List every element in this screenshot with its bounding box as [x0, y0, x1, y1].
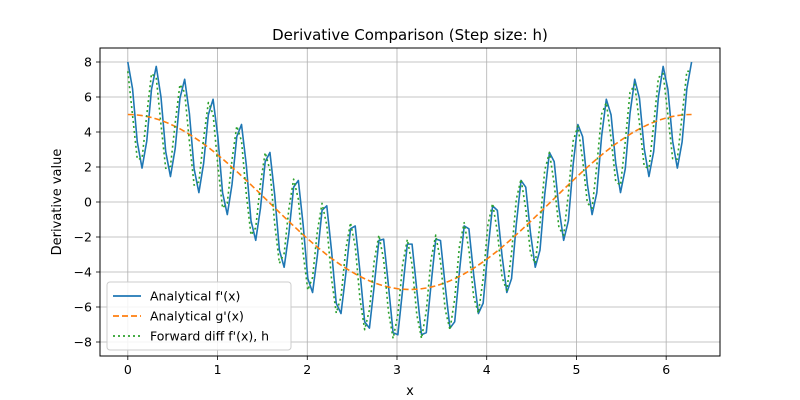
- x-tick-label: 5: [572, 362, 580, 377]
- x-tick-label: 0: [124, 362, 132, 377]
- y-tick-label: −8: [74, 335, 92, 350]
- series-group: [127, 61, 693, 340]
- y-tick-label: 6: [84, 90, 92, 105]
- x-tick-label: 3: [393, 362, 401, 377]
- y-tick-label: 0: [84, 195, 92, 210]
- y-tick-label: −6: [74, 300, 92, 315]
- x-axis-label: x: [406, 384, 414, 399]
- x-tick-label: 4: [483, 362, 491, 377]
- legend-label: Analytical g'(x): [150, 309, 244, 324]
- y-tick-label: −4: [74, 265, 92, 280]
- x-tick-label: 2: [303, 362, 311, 377]
- legend-label: Forward diff f'(x), h: [150, 329, 269, 344]
- x-tick-label: 1: [214, 362, 222, 377]
- legend: Analytical f'(x) Analytical g'(x) Forward …: [106, 281, 292, 351]
- y-tick-label: 8: [84, 55, 92, 70]
- y-tick-label: 4: [84, 125, 92, 140]
- y-tick-label: −2: [74, 230, 92, 245]
- x-tick-label: 6: [662, 362, 670, 377]
- chart-title: Derivative Comparison (Step size: h): [272, 26, 548, 44]
- legend-label: Analytical f'(x): [150, 289, 240, 304]
- series-line-3: [127, 70, 692, 340]
- y-tick-label: 2: [84, 160, 92, 175]
- y-axis-label: Derivative value: [50, 149, 65, 256]
- series-line-1: [127, 61, 693, 336]
- axis-ticks: 0 1 2 3 4 5 6 −8 −6 −4 −2 0 2 4 6 8: [74, 55, 671, 378]
- legend-box: [106, 281, 292, 351]
